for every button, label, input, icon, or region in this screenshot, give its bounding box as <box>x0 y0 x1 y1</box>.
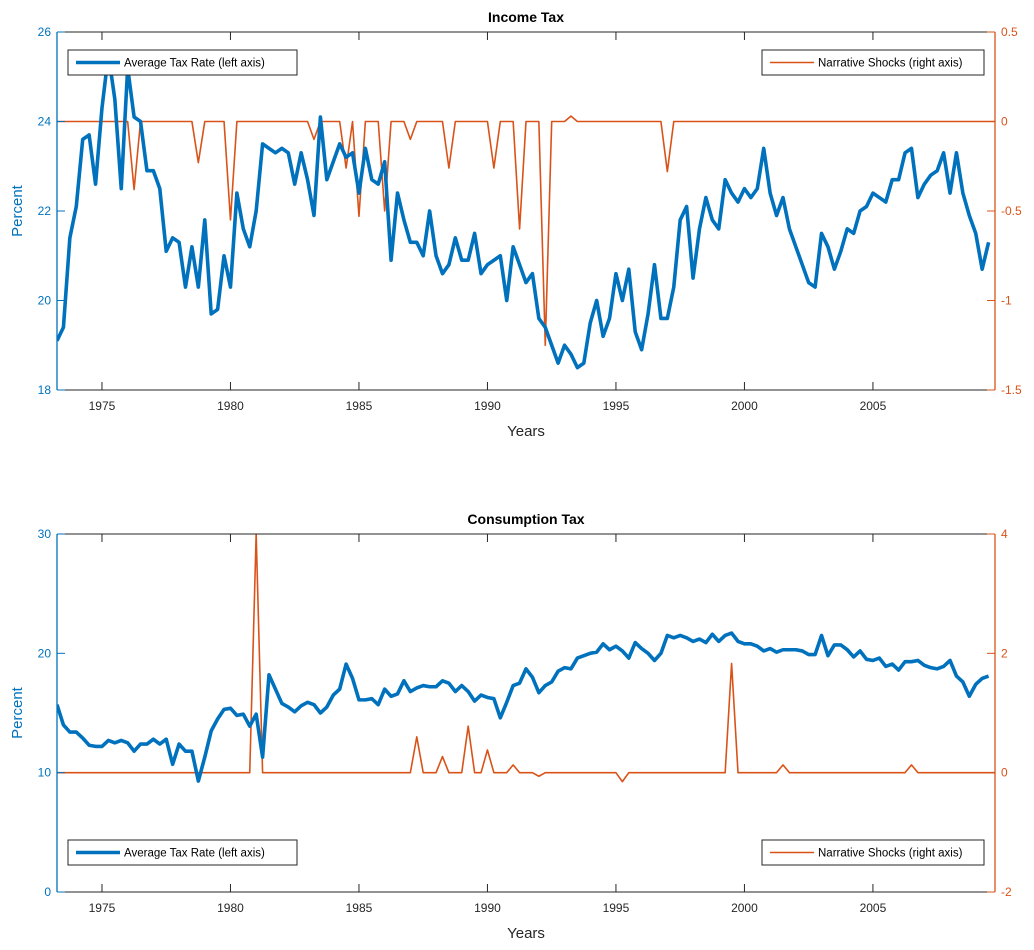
right-y-tick-label: 2 <box>1001 646 1008 660</box>
x-tick-label: 1990 <box>474 901 501 915</box>
x-tick-label: 2005 <box>860 901 887 915</box>
right-y-tick-label: 0 <box>1001 115 1008 129</box>
chart-title: Consumption Tax <box>467 511 584 527</box>
legend-label: Average Tax Rate (left axis) <box>124 58 265 70</box>
plot-area <box>57 32 995 390</box>
y-axis-label-left: Percent <box>9 184 26 237</box>
y-axis-label-left: Percent <box>9 686 26 739</box>
right-y-tick-label: 4 <box>1001 527 1008 541</box>
left-y-tick-label: 20 <box>38 294 52 308</box>
panel-consumption-tax: 1975 1980 1985 1990 1995 2000 2005 0 10 20 30 -2 0 2 4… <box>9 511 1012 942</box>
x-tick-label: 1985 <box>346 901 373 915</box>
left-y-tick-label: 24 <box>38 115 52 129</box>
left-y-tick-label: 26 <box>38 25 52 39</box>
narrative-shocks-line <box>57 534 995 783</box>
x-axis-label: Years <box>507 925 545 942</box>
right-y-tick-label: 0 <box>1001 766 1008 780</box>
legend-average-tax-rate: Average Tax Rate (left axis) <box>67 839 298 866</box>
narrative-shocks-line <box>57 115 995 347</box>
plot-area <box>57 534 995 892</box>
average-tax-rate-line <box>57 631 990 783</box>
right-y-tick-label: 0.5 <box>1001 25 1018 39</box>
legend-label: Average Tax Rate (left axis) <box>124 848 265 860</box>
left-y-tick-label: 20 <box>38 646 52 660</box>
left-y-tick-label: 10 <box>38 766 52 780</box>
x-tick-label: 1995 <box>603 399 630 413</box>
left-y-tick-label: 18 <box>38 383 52 397</box>
legend-label: Narrative Shocks (right axis) <box>818 848 963 860</box>
x-tick-label: 1975 <box>89 901 116 915</box>
x-tick-label: 1980 <box>217 399 244 413</box>
x-tick-label: 1975 <box>89 399 116 413</box>
x-tick-label: 1985 <box>346 399 373 413</box>
right-y-tick-label: -1.5 <box>1001 383 1022 397</box>
legend-average-tax-rate: Average Tax Rate (left axis) <box>67 49 298 76</box>
x-tick-label: 1980 <box>217 901 244 915</box>
x-tick-label: 2000 <box>731 399 758 413</box>
x-tick-label: 1990 <box>474 399 501 413</box>
x-axis-label: Years <box>507 423 545 440</box>
legend-label: Narrative Shocks (right axis) <box>818 58 963 70</box>
x-tick-label: 2005 <box>860 399 887 413</box>
average-tax-rate-line <box>57 52 991 370</box>
right-y-tick-label: -1 <box>1001 294 1012 308</box>
panel-income-tax: 1975 1980 1985 1990 1995 2000 2005 18 20 22 24 26 -1… <box>9 9 1022 440</box>
left-y-tick-label: 30 <box>38 527 52 541</box>
left-y-tick-label: 22 <box>38 204 52 218</box>
legend-narrative-shocks: Narrative Shocks (right axis) <box>761 839 985 866</box>
right-y-tick-label: -2 <box>1001 885 1012 899</box>
chart-title: Income Tax <box>488 9 564 25</box>
x-tick-label: 2000 <box>731 901 758 915</box>
legend-narrative-shocks: Narrative Shocks (right axis) <box>761 49 985 76</box>
x-tick-label: 1995 <box>603 901 630 915</box>
left-y-tick-label: 0 <box>44 885 51 899</box>
right-y-tick-label: -0.5 <box>1001 204 1022 218</box>
